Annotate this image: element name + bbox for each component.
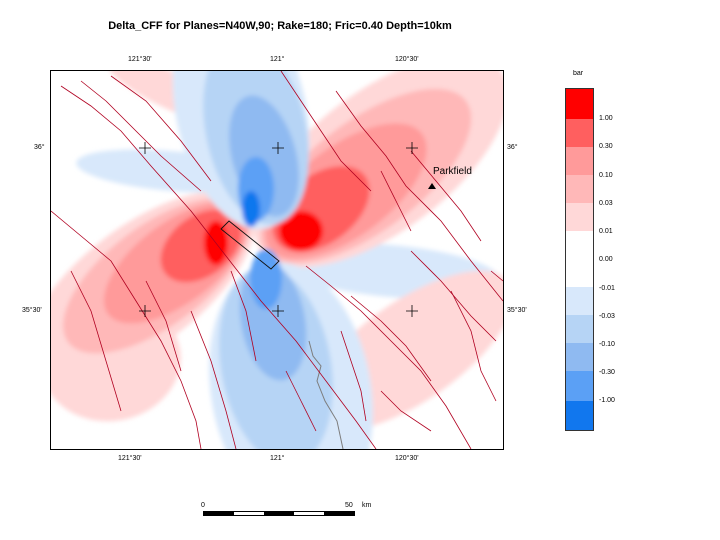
top-tick-121: 121° <box>270 56 285 63</box>
legend-label: 0.01 <box>599 228 613 235</box>
legend-label: -0.01 <box>599 285 615 292</box>
parkfield-label: Parkfield <box>433 166 472 177</box>
legend-swatch <box>566 147 593 175</box>
legend-label: 0.00 <box>599 256 613 263</box>
scalebar-unit: km <box>362 502 372 509</box>
color-legend <box>565 88 594 431</box>
left-tick-35-30: 35°30' <box>22 307 42 314</box>
legend-unit: bar <box>573 70 584 77</box>
right-tick-36: 36° <box>507 144 518 151</box>
top-tick-120-30: 120°30' <box>395 56 419 63</box>
top-tick-121-30: 121°30' <box>128 56 152 63</box>
legend-swatch <box>566 203 593 231</box>
map-title: Delta_CFF for Planes=N40W,90; Rake=180; … <box>108 20 452 32</box>
legend-swatch <box>566 343 593 371</box>
legend-swatch <box>566 315 593 343</box>
legend-swatch <box>566 175 593 203</box>
left-tick-36: 36° <box>34 144 45 151</box>
scalebar-end-label: 50 <box>345 502 353 509</box>
legend-swatch <box>566 231 593 287</box>
right-tick-35-30: 35°30' <box>507 307 527 314</box>
legend-label: -0.30 <box>599 369 615 376</box>
legend-swatch <box>566 371 593 401</box>
legend-swatch <box>566 119 593 147</box>
bottom-tick-121-30: 121°30' <box>118 455 142 462</box>
bottom-tick-120-30: 120°30' <box>395 455 419 462</box>
legend-swatch <box>566 89 593 119</box>
legend-swatch <box>566 401 593 430</box>
stress-map-canvas <box>51 71 503 449</box>
stress-map[interactable] <box>50 70 504 450</box>
grid-crosses <box>139 142 418 317</box>
stress-field <box>51 71 503 449</box>
legend-label: -1.00 <box>599 397 615 404</box>
scalebar-start-label: 0 <box>201 502 205 509</box>
legend-label: -0.10 <box>599 341 615 348</box>
fault-lines <box>51 71 503 449</box>
legend-label: 0.03 <box>599 200 613 207</box>
legend-swatch <box>566 287 593 315</box>
legend-label: 1.00 <box>599 115 613 122</box>
coastline <box>308 340 344 449</box>
legend-label: 0.30 <box>599 143 613 150</box>
legend-label: -0.03 <box>599 313 615 320</box>
fault-plane-outline <box>220 220 280 270</box>
bottom-tick-121: 121° <box>270 455 285 462</box>
parkfield-marker-icon[interactable] <box>428 183 436 189</box>
legend-label: 0.10 <box>599 172 613 179</box>
scale-bar <box>203 511 355 516</box>
